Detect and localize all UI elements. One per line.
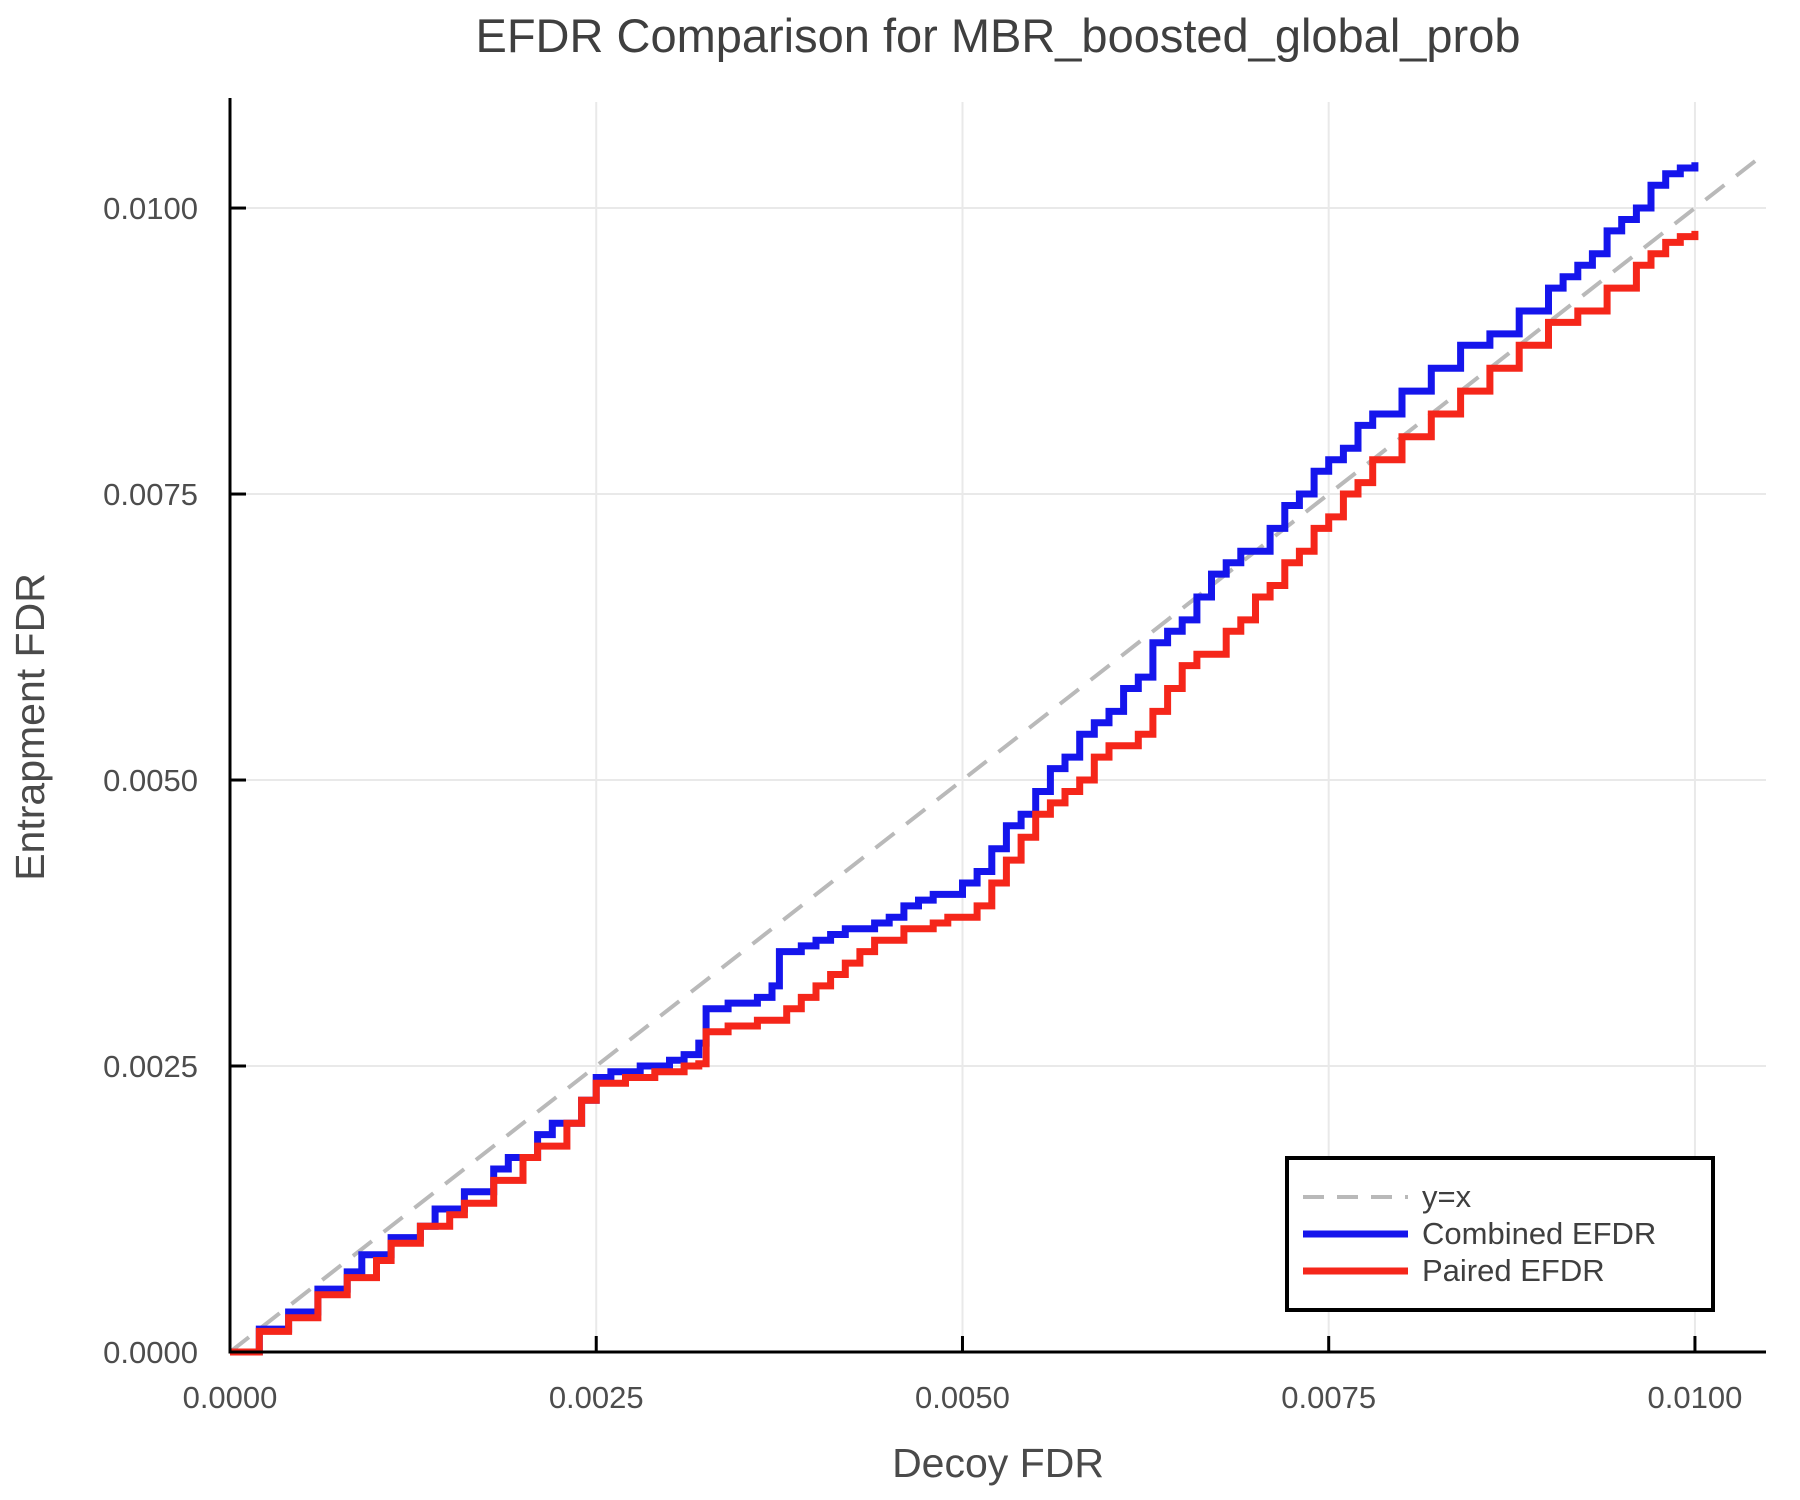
x-tick-label: 0.0025 <box>549 1380 644 1415</box>
legend-label-combined: Combined EFDR <box>1422 1216 1656 1251</box>
y-tick-label: 0.0075 <box>103 477 198 512</box>
x-tick-label: 0.0075 <box>1281 1380 1376 1415</box>
reference-line-y-equals-x <box>228 150 1768 1354</box>
plot-dynamic-layer: 0.0000 0.0025 0.0050 0.0075 0.0100 0.0000 0.00… <box>103 98 1768 1415</box>
series-line-paired-efdr <box>230 230 1699 1356</box>
y-tick-label: 0.0100 <box>103 191 198 226</box>
y-tick-label: 0.0025 <box>103 1049 198 1084</box>
legend-label-paired: Paired EFDR <box>1422 1253 1605 1288</box>
legend-item-reference: y=x <box>1303 1179 1472 1214</box>
chart-title: EFDR Comparison for MBR_boosted_global_p… <box>476 9 1521 62</box>
x-tick-label: 0.0000 <box>183 1380 278 1415</box>
legend-label-reference: y=x <box>1422 1179 1472 1214</box>
legend-item-combined: Combined EFDR <box>1303 1216 1656 1251</box>
x-tick-label: 0.0100 <box>1648 1380 1743 1415</box>
y-tick-label: 0.0050 <box>103 763 198 798</box>
series-line-combined-efdr <box>230 162 1699 1356</box>
y-tick-label: 0.0000 <box>103 1335 198 1370</box>
x-tick-label: 0.0050 <box>915 1380 1010 1415</box>
legend-item-paired: Paired EFDR <box>1303 1253 1605 1288</box>
legend: y=x Combined EFDR Paired EFDR <box>1285 1156 1715 1312</box>
y-axis-label: Entrapment FDR <box>7 573 53 881</box>
x-axis-label: Decoy FDR <box>892 1440 1104 1486</box>
